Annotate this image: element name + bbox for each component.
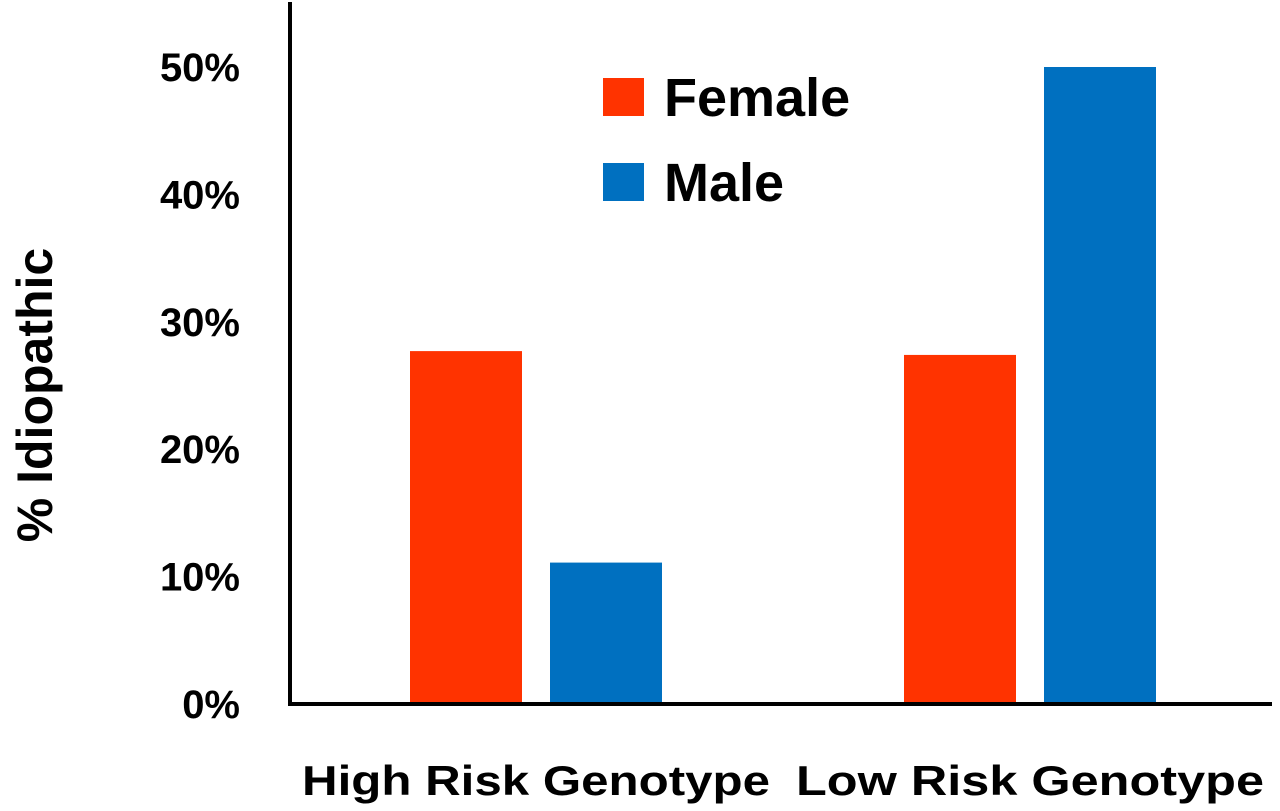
bar-male-1 — [550, 562, 662, 704]
legend-swatch-female — [603, 78, 644, 116]
bar-female-1 — [410, 351, 522, 704]
y-tick-label: 40% — [160, 173, 240, 217]
y-tick-label: 50% — [160, 46, 240, 90]
bar-male-2 — [1044, 67, 1156, 704]
y-tick-label: 0% — [182, 683, 240, 727]
y-tick-label: 10% — [160, 556, 240, 600]
axes-group — [288, 2, 1272, 706]
bars-group — [410, 67, 1156, 704]
x-category-labels: High Risk Genotype Low Risk Genotype — [302, 757, 1264, 804]
y-tick-label: 20% — [160, 428, 240, 472]
legend-swatch-male — [603, 163, 644, 201]
x-category-label: Low Risk Genotype — [796, 757, 1264, 804]
legend: Female Male — [603, 68, 850, 213]
legend-label-male: Male — [664, 153, 784, 213]
y-axis-title: % Idiopathic — [7, 248, 63, 542]
legend-label-female: Female — [664, 68, 850, 128]
bar-female-2 — [904, 354, 1016, 704]
x-category-label: High Risk Genotype — [302, 757, 770, 804]
y-tick-labels: 0% 10% 20% 30% 40% 50% — [160, 46, 240, 727]
y-tick-label: 30% — [160, 301, 240, 345]
